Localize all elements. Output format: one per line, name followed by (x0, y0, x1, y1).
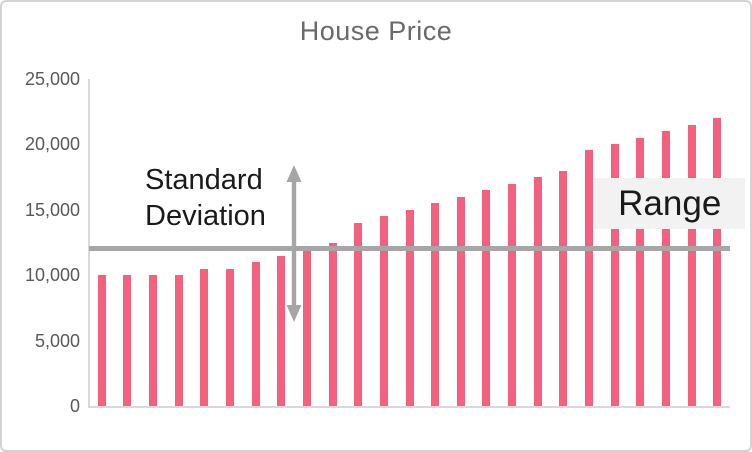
bar (149, 275, 158, 406)
bar (251, 262, 260, 406)
bar (200, 268, 209, 406)
bar (405, 209, 414, 406)
bar (508, 183, 517, 406)
y-tick-label: 10,000 (24, 265, 80, 286)
bar (687, 124, 696, 406)
bar (302, 249, 311, 406)
std-deviation-arrow-icon (286, 165, 302, 323)
bar (636, 137, 645, 406)
bar (97, 275, 106, 406)
bar (123, 275, 132, 406)
bar (559, 170, 568, 406)
bar (328, 242, 337, 406)
y-tick-label: 25,000 (24, 69, 80, 89)
chart-title: House Price (299, 16, 453, 46)
mean-line (89, 245, 730, 251)
bar (713, 118, 722, 406)
bar (610, 144, 619, 406)
bar (661, 131, 670, 406)
bar (277, 255, 286, 406)
bar (226, 268, 235, 406)
bar (379, 216, 388, 406)
std-deviation-label-line1: Standard (145, 164, 263, 196)
bar (456, 196, 465, 406)
range-label: Range (618, 183, 722, 223)
y-tick-label: 0 (69, 396, 80, 416)
x-axis-line (88, 406, 730, 408)
bar (431, 203, 440, 406)
std-deviation-label: Standard Deviation (145, 162, 266, 234)
y-tick-label: 20,000 (24, 134, 80, 155)
std-deviation-label-line2: Deviation (145, 200, 266, 232)
y-tick-label: 15,000 (24, 199, 80, 220)
bar (533, 177, 542, 406)
y-axis-line (88, 79, 90, 408)
bar (174, 275, 183, 406)
y-tick-label: 5,000 (34, 330, 80, 351)
bar (354, 222, 363, 406)
range-label-box: Range (594, 178, 746, 230)
bar (584, 149, 593, 406)
bar (482, 190, 491, 406)
